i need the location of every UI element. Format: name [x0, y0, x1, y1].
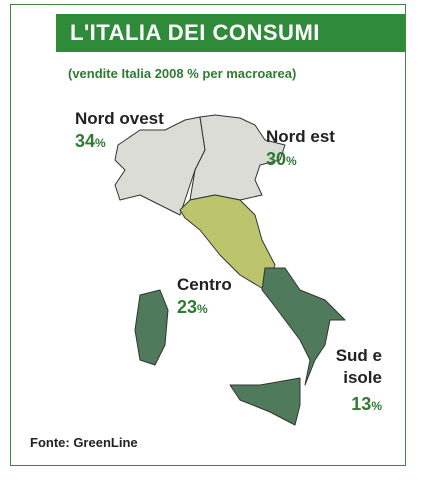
frame [10, 4, 406, 466]
value: 23 [177, 297, 198, 317]
value: 34 [75, 131, 96, 151]
value: 30 [266, 149, 287, 169]
region-value: 13% [320, 393, 382, 417]
region-value: 30% [266, 148, 335, 172]
value: 13 [351, 394, 372, 414]
region-name: Nord ovest [75, 109, 164, 128]
label-centro: Centro 23% [177, 274, 232, 320]
region-sardegna [134, 289, 169, 366]
unit: % [197, 302, 208, 316]
unit: % [286, 154, 297, 168]
unit: % [95, 136, 106, 150]
region-sicilia [229, 377, 301, 426]
label-nord-est: Nord est 30% [266, 126, 335, 172]
region-nord-est [189, 114, 286, 201]
region-centro [179, 194, 276, 291]
label-sud: Sud e isole 13% [320, 345, 382, 417]
region-value: 23% [177, 296, 232, 320]
region-value: 34% [75, 130, 164, 154]
subtitle: (vendite Italia 2008 % per macroarea) [68, 66, 297, 81]
region-name: Centro [177, 275, 232, 294]
region-sud [261, 267, 346, 386]
unit: % [371, 399, 382, 413]
source: Fonte: GreenLine [30, 435, 138, 450]
region-name: Nord est [266, 127, 335, 146]
region-name: Sud e isole [335, 346, 382, 387]
title: L'ITALIA DEI CONSUMI [56, 14, 405, 52]
label-nord-ovest: Nord ovest 34% [75, 108, 164, 154]
